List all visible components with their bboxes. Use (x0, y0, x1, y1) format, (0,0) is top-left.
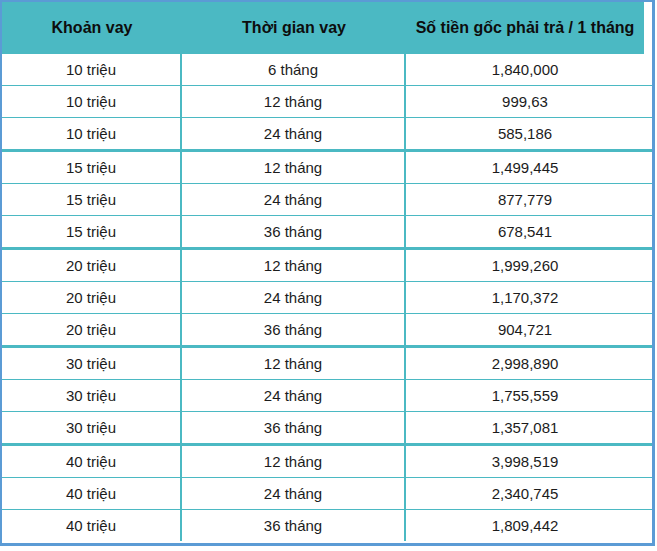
table-row: 30 triệu 12 tháng 2,998,890 (2, 348, 652, 380)
row-right-gutter (644, 314, 652, 345)
cell-term: 24 tháng (182, 282, 406, 313)
cell-loan: 10 triệu (2, 118, 182, 149)
row-right-gutter (644, 412, 652, 443)
table-row: 10 triệu 6 tháng 1,840,000 (2, 54, 652, 86)
table-header-row: Khoản vay Thời gian vay Số tiền gốc phải… (2, 2, 644, 54)
cell-term: 12 tháng (182, 250, 406, 281)
cell-loan: 30 triệu (2, 412, 182, 443)
cell-loan: 10 triệu (2, 86, 182, 117)
cell-loan: 20 triệu (2, 314, 182, 345)
cell-term: 36 tháng (182, 412, 406, 443)
cell-amount: 1,357,081 (406, 412, 644, 443)
cell-term: 36 tháng (182, 510, 406, 541)
cell-amount: 2,998,890 (406, 348, 644, 379)
cell-term: 6 tháng (182, 54, 406, 85)
cell-loan: 40 triệu (2, 478, 182, 509)
table-row: 40 triệu 36 tháng 1,809,442 (2, 510, 652, 541)
cell-amount: 1,499,445 (406, 152, 644, 183)
cell-amount: 2,340,745 (406, 478, 644, 509)
cell-loan: 40 triệu (2, 510, 182, 541)
cell-amount: 3,998,519 (406, 446, 644, 477)
cell-amount: 877,779 (406, 184, 644, 215)
row-right-gutter (644, 446, 652, 477)
row-right-gutter (644, 348, 652, 379)
row-right-gutter (644, 380, 652, 411)
row-right-gutter (644, 86, 652, 117)
cell-amount: 1,999,260 (406, 250, 644, 281)
cell-term: 12 tháng (182, 152, 406, 183)
cell-loan: 15 triệu (2, 152, 182, 183)
cell-amount: 1,809,442 (406, 510, 644, 541)
cell-amount: 1,170,372 (406, 282, 644, 313)
row-right-gutter (644, 54, 652, 85)
table-row: 40 triệu 12 tháng 3,998,519 (2, 446, 652, 478)
cell-amount: 999,63 (406, 86, 644, 117)
table-row: 30 triệu 24 tháng 1,755,559 (2, 380, 652, 412)
table-body: 10 triệu 6 tháng 1,840,000 10 triệu 12 t… (2, 54, 652, 541)
table-row: 15 triệu 24 tháng 877,779 (2, 184, 652, 216)
table-row: 20 triệu 36 tháng 904,721 (2, 314, 652, 348)
cell-loan: 20 triệu (2, 282, 182, 313)
cell-loan: 20 triệu (2, 250, 182, 281)
cell-loan: 10 triệu (2, 54, 182, 85)
row-right-gutter (644, 250, 652, 281)
table-row: 30 triệu 36 tháng 1,357,081 (2, 412, 652, 446)
row-right-gutter (644, 216, 652, 247)
cell-term: 36 tháng (182, 314, 406, 345)
row-right-gutter (644, 478, 652, 509)
row-right-gutter (644, 510, 652, 541)
table-row: 40 triệu 24 tháng 2,340,745 (2, 478, 652, 510)
cell-loan: 40 triệu (2, 446, 182, 477)
table-row: 10 triệu 12 tháng 999,63 (2, 86, 652, 118)
cell-amount: 678,541 (406, 216, 644, 247)
row-right-gutter (644, 118, 652, 149)
cell-loan: 30 triệu (2, 380, 182, 411)
cell-term: 12 tháng (182, 86, 406, 117)
header-monthly-principal: Số tiền gốc phải trả / 1 tháng (406, 2, 644, 54)
cell-term: 12 tháng (182, 446, 406, 477)
cell-loan: 30 triệu (2, 348, 182, 379)
header-loan-amount: Khoản vay (2, 2, 182, 54)
header-loan-term: Thời gian vay (182, 2, 406, 54)
cell-amount: 904,721 (406, 314, 644, 345)
cell-term: 24 tháng (182, 184, 406, 215)
table-row: 20 triệu 12 tháng 1,999,260 (2, 250, 652, 282)
cell-amount: 1,840,000 (406, 54, 644, 85)
cell-term: 36 tháng (182, 216, 406, 247)
cell-term: 24 tháng (182, 118, 406, 149)
cell-amount: 1,755,559 (406, 380, 644, 411)
loan-table: Khoản vay Thời gian vay Số tiền gốc phải… (0, 0, 655, 546)
row-right-gutter (644, 152, 652, 183)
cell-term: 24 tháng (182, 380, 406, 411)
cell-amount: 585,186 (406, 118, 644, 149)
table-row: 20 triệu 24 tháng 1,170,372 (2, 282, 652, 314)
table-row: 15 triệu 12 tháng 1,499,445 (2, 152, 652, 184)
table-row: 15 triệu 36 tháng 678,541 (2, 216, 652, 250)
row-right-gutter (644, 282, 652, 313)
cell-loan: 15 triệu (2, 184, 182, 215)
row-right-gutter (644, 184, 652, 215)
cell-term: 12 tháng (182, 348, 406, 379)
cell-loan: 15 triệu (2, 216, 182, 247)
cell-term: 24 tháng (182, 478, 406, 509)
table-row: 10 triệu 24 tháng 585,186 (2, 118, 652, 152)
